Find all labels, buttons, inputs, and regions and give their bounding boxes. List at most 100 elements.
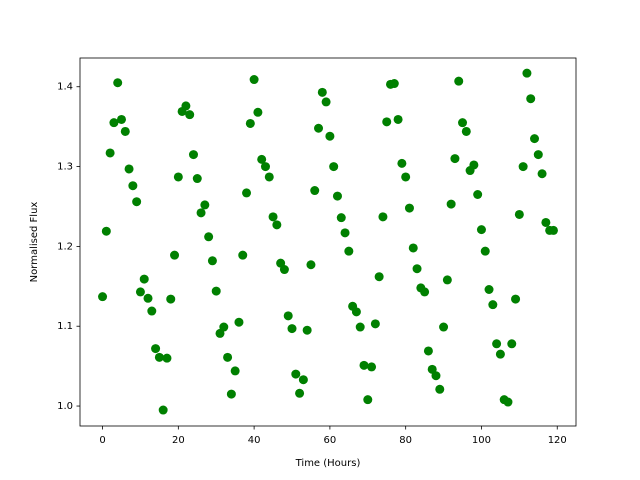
x-tick-label: 40 [248, 435, 261, 446]
point [185, 110, 195, 120]
point [340, 228, 350, 238]
point [374, 272, 384, 282]
point [412, 264, 422, 274]
point [143, 293, 153, 303]
point [450, 154, 460, 164]
point [287, 324, 297, 334]
point [503, 397, 513, 407]
point [370, 319, 380, 329]
point [166, 294, 176, 304]
x-tick-label: 20 [172, 435, 185, 446]
y-axis-label: Normalised Flux [29, 202, 40, 283]
point [518, 162, 528, 172]
point [363, 395, 373, 405]
point [116, 114, 126, 124]
point [495, 349, 505, 359]
point [105, 148, 115, 158]
point [170, 250, 180, 260]
point [321, 97, 331, 107]
point [162, 353, 172, 363]
point [442, 275, 452, 285]
point [344, 246, 354, 256]
point [480, 246, 490, 256]
point [473, 190, 483, 200]
point [484, 284, 494, 294]
point [389, 79, 399, 89]
point [511, 294, 521, 304]
point [454, 76, 464, 86]
point [249, 75, 259, 85]
point [188, 150, 198, 160]
point [446, 199, 456, 209]
point [154, 352, 164, 362]
point [253, 107, 263, 117]
y-tick-label: 1.0 [57, 401, 73, 412]
point [219, 322, 229, 332]
point [200, 200, 210, 210]
point [355, 322, 365, 332]
point [461, 126, 471, 136]
point [404, 203, 414, 213]
point [507, 339, 517, 349]
point [128, 181, 138, 191]
point [139, 274, 149, 284]
point [548, 225, 558, 235]
point [260, 162, 270, 172]
x-tick-label: 120 [548, 435, 567, 446]
point [109, 118, 119, 128]
point [230, 366, 240, 376]
x-tick-label: 60 [324, 435, 337, 446]
point [378, 212, 388, 222]
x-tick-label: 80 [399, 435, 412, 446]
point [325, 131, 335, 141]
point [420, 287, 430, 297]
point [283, 311, 293, 321]
plot-frame [79, 57, 577, 427]
point [223, 352, 233, 362]
point [295, 388, 305, 398]
point [279, 265, 289, 275]
point [196, 208, 206, 218]
point [408, 243, 418, 253]
point [533, 150, 543, 160]
point [317, 87, 327, 97]
point [211, 286, 221, 296]
point [101, 226, 111, 236]
point [469, 160, 479, 170]
x-axis-label: Time (Hours) [295, 458, 361, 469]
point [439, 322, 449, 332]
point [367, 362, 377, 372]
point [264, 172, 274, 182]
x-tick-label: 0 [99, 435, 105, 446]
point [359, 360, 369, 370]
point [382, 117, 392, 127]
point [147, 306, 157, 316]
point [272, 220, 282, 230]
point [423, 346, 433, 356]
point [158, 405, 168, 415]
point [306, 260, 316, 270]
point [291, 369, 301, 379]
point [302, 325, 312, 335]
point [173, 172, 183, 182]
point [393, 114, 403, 124]
point [242, 188, 252, 198]
point [492, 339, 502, 349]
point [488, 300, 498, 310]
y-tick-label: 1.2 [57, 241, 73, 252]
point [401, 172, 411, 182]
point [329, 162, 339, 172]
point [397, 158, 407, 168]
point [314, 123, 324, 133]
point [226, 389, 236, 399]
point [435, 384, 445, 394]
point [98, 292, 108, 302]
point [336, 213, 346, 223]
y-tick-label: 1.3 [57, 162, 73, 173]
point [541, 217, 551, 227]
point [458, 118, 468, 128]
point [537, 169, 547, 179]
point [120, 126, 130, 136]
point [530, 134, 540, 144]
